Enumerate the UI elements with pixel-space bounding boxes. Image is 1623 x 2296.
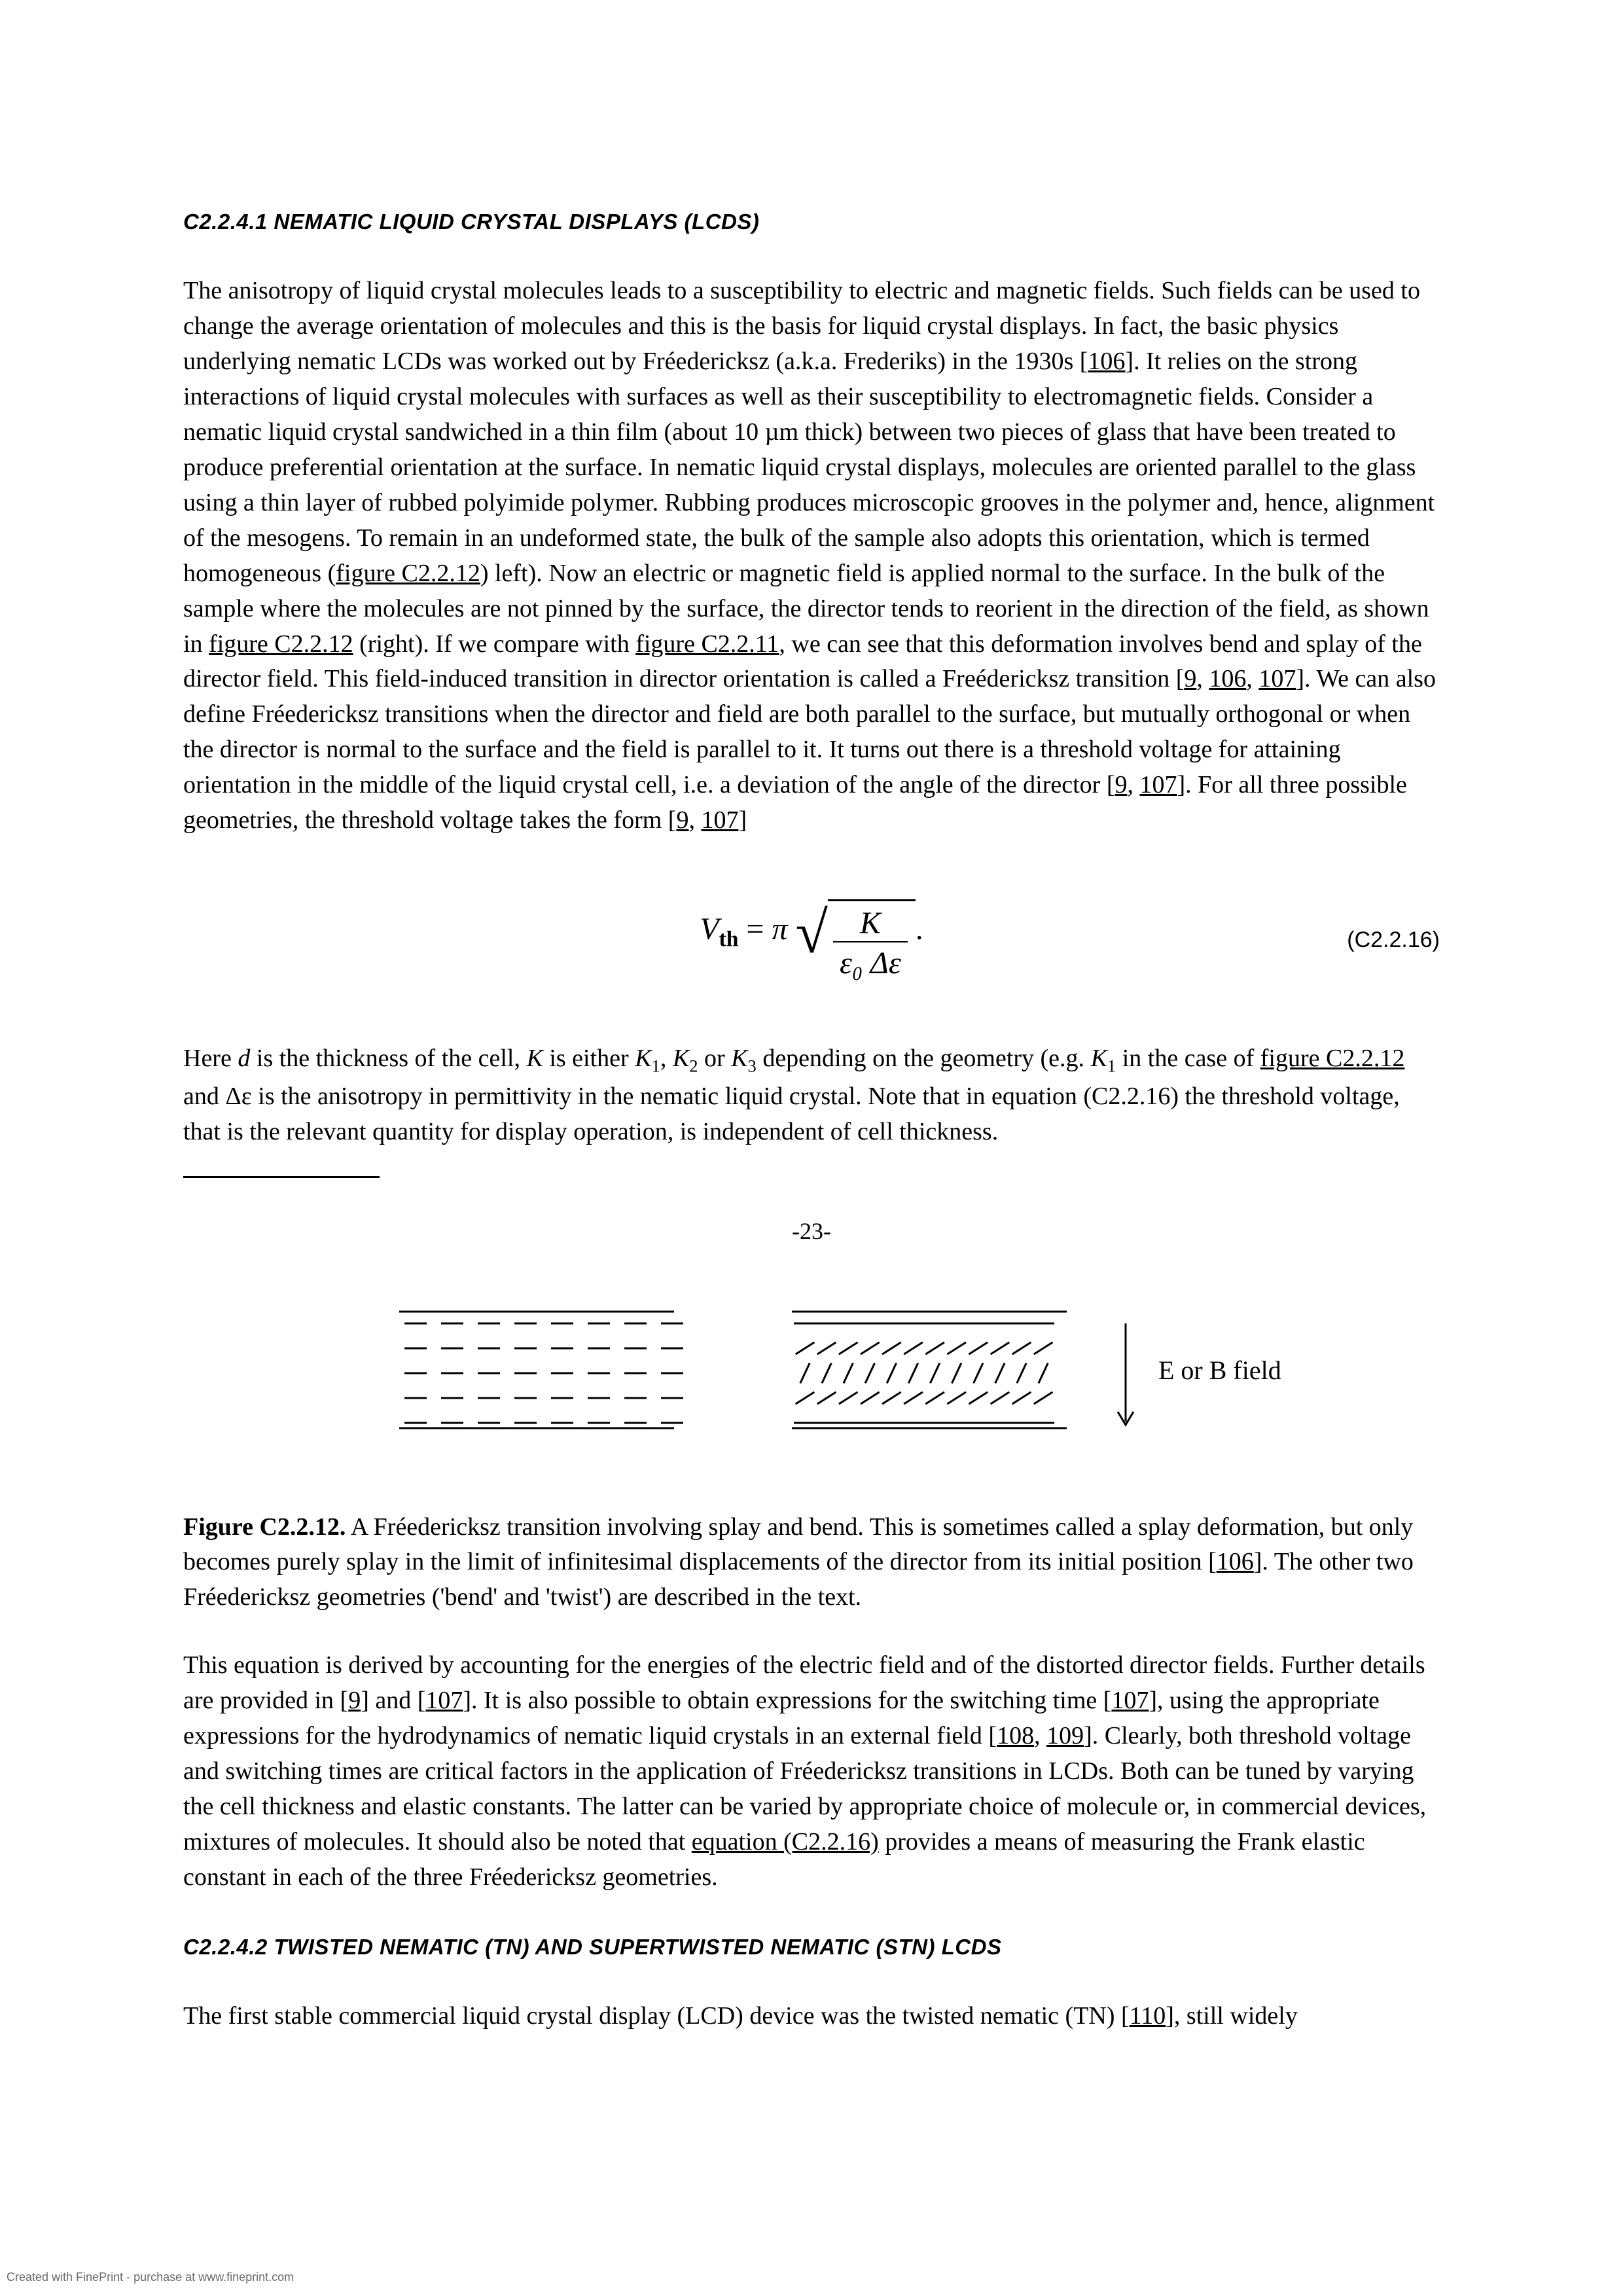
eq-equals: = xyxy=(746,912,772,946)
text: is either xyxy=(543,1045,635,1072)
citation-link[interactable]: 107 xyxy=(425,1687,463,1714)
text: , xyxy=(1034,1722,1046,1749)
text: ] and [ xyxy=(361,1687,425,1714)
figure-label: Figure C2.2.12. xyxy=(183,1513,346,1541)
text: , xyxy=(1127,771,1139,798)
var-K1: K xyxy=(635,1045,651,1072)
citation-link[interactable]: 9 xyxy=(1184,665,1196,692)
text: , xyxy=(1246,665,1258,692)
fraction-denominator: ε₀ Δε xyxy=(833,941,908,981)
section-heading-2: C2.2.4.2 TWISTED NEMATIC (TN) AND SUPERT… xyxy=(183,1935,1440,1960)
figure-caption: Figure C2.2.12. A Fréedericksz transitio… xyxy=(183,1510,1440,1616)
eq-lhs: V xyxy=(700,912,719,946)
sub-1b: 1 xyxy=(1107,1056,1116,1076)
section-heading-1: C2.2.4.1 NEMATIC LIQUID CRYSTAL DISPLAYS… xyxy=(183,209,1440,234)
var-d: d xyxy=(238,1045,250,1072)
citation-link[interactable]: 106 xyxy=(1209,665,1246,692)
text: depending on the geometry (e.g. xyxy=(757,1045,1091,1072)
text: , xyxy=(1196,665,1209,692)
text: , xyxy=(660,1045,673,1072)
text: ] xyxy=(738,806,747,834)
text: ]. It relies on the strong interactions … xyxy=(183,348,1435,587)
eq-period: . xyxy=(916,912,923,946)
text: The first stable commercial liquid cryst… xyxy=(183,2002,1130,2030)
text: ]. It is also possible to obtain express… xyxy=(463,1687,1111,1714)
var-K3: K xyxy=(731,1045,747,1072)
equation-row: Vth = π √ K ε₀ Δε . (C2.2.16) xyxy=(183,884,1440,996)
figure-svg: E or B field xyxy=(321,1278,1302,1474)
sub-2: 2 xyxy=(689,1056,698,1076)
var-K1b: K xyxy=(1091,1045,1107,1072)
eq-pi: π xyxy=(772,912,787,946)
figure-link[interactable]: figure C2.2.12 xyxy=(209,630,353,658)
equation: Vth = π √ K ε₀ Δε . xyxy=(700,899,923,981)
paragraph-4: The first stable commercial liquid cryst… xyxy=(183,1999,1440,2034)
citation-link[interactable]: 110 xyxy=(1130,2002,1166,2030)
citation-link[interactable]: 108 xyxy=(997,1722,1034,1749)
paragraph-2: Here d is the thickness of the cell, K i… xyxy=(183,1041,1440,1149)
citation-link[interactable]: 107 xyxy=(701,806,738,834)
text: is the thickness of the cell, xyxy=(250,1045,526,1072)
equation-link[interactable]: equation (C2.2.16) xyxy=(692,1828,879,1856)
text: (right). If we compare with xyxy=(353,630,636,658)
footer-watermark: Created with FinePrint - purchase at www… xyxy=(7,2270,294,2284)
sub-1: 1 xyxy=(652,1056,660,1076)
sub-3: 3 xyxy=(748,1056,757,1076)
paragraph-1: The anisotropy of liquid crystal molecul… xyxy=(183,274,1440,838)
page: C2.2.4.1 NEMATIC LIQUID CRYSTAL DISPLAYS… xyxy=(0,0,1623,2296)
citation-link[interactable]: 109 xyxy=(1046,1722,1084,1749)
eq-lhs-sub: th xyxy=(719,927,739,951)
citation-link[interactable]: 107 xyxy=(1258,665,1296,692)
citation-link[interactable]: 107 xyxy=(1139,771,1177,798)
citation-link[interactable]: 9 xyxy=(676,806,688,834)
text: or xyxy=(698,1045,732,1072)
figure-link[interactable]: figure C2.2.12 xyxy=(1260,1045,1405,1072)
text: Here xyxy=(183,1045,238,1072)
divider xyxy=(183,1176,380,1178)
text: in the case of xyxy=(1116,1045,1260,1072)
svg-text:E or B field: E or B field xyxy=(1158,1355,1281,1385)
sqrt-body: K ε₀ Δε xyxy=(828,899,916,981)
fraction-numerator: K xyxy=(833,905,908,941)
var-K: K xyxy=(526,1045,543,1072)
citation-link[interactable]: 106 xyxy=(1088,348,1125,375)
citation-link[interactable]: 9 xyxy=(348,1687,361,1714)
page-number: -23- xyxy=(183,1217,1440,1245)
citation-link[interactable]: 107 xyxy=(1111,1687,1149,1714)
text: , xyxy=(688,806,701,834)
figure-link[interactable]: figure C2.2.11 xyxy=(635,630,779,658)
citation-link[interactable]: 106 xyxy=(1217,1548,1254,1575)
figure-link[interactable]: figure C2.2.12 xyxy=(336,560,480,587)
text: ], still widely xyxy=(1166,2002,1298,2030)
sqrt-icon: √ K ε₀ Δε xyxy=(796,899,916,981)
citation-link[interactable]: 9 xyxy=(1115,771,1127,798)
equation-number: (C2.2.16) xyxy=(1347,927,1440,953)
paragraph-3: This equation is derived by accounting f… xyxy=(183,1648,1440,1895)
var-K2: K xyxy=(673,1045,689,1072)
figure-c2-2-12: E or B field xyxy=(183,1278,1440,1477)
fraction: K ε₀ Δε xyxy=(833,905,908,981)
text: and Δε is the anisotropy in permittivity… xyxy=(183,1083,1400,1145)
radical-sign: √ xyxy=(796,912,828,994)
